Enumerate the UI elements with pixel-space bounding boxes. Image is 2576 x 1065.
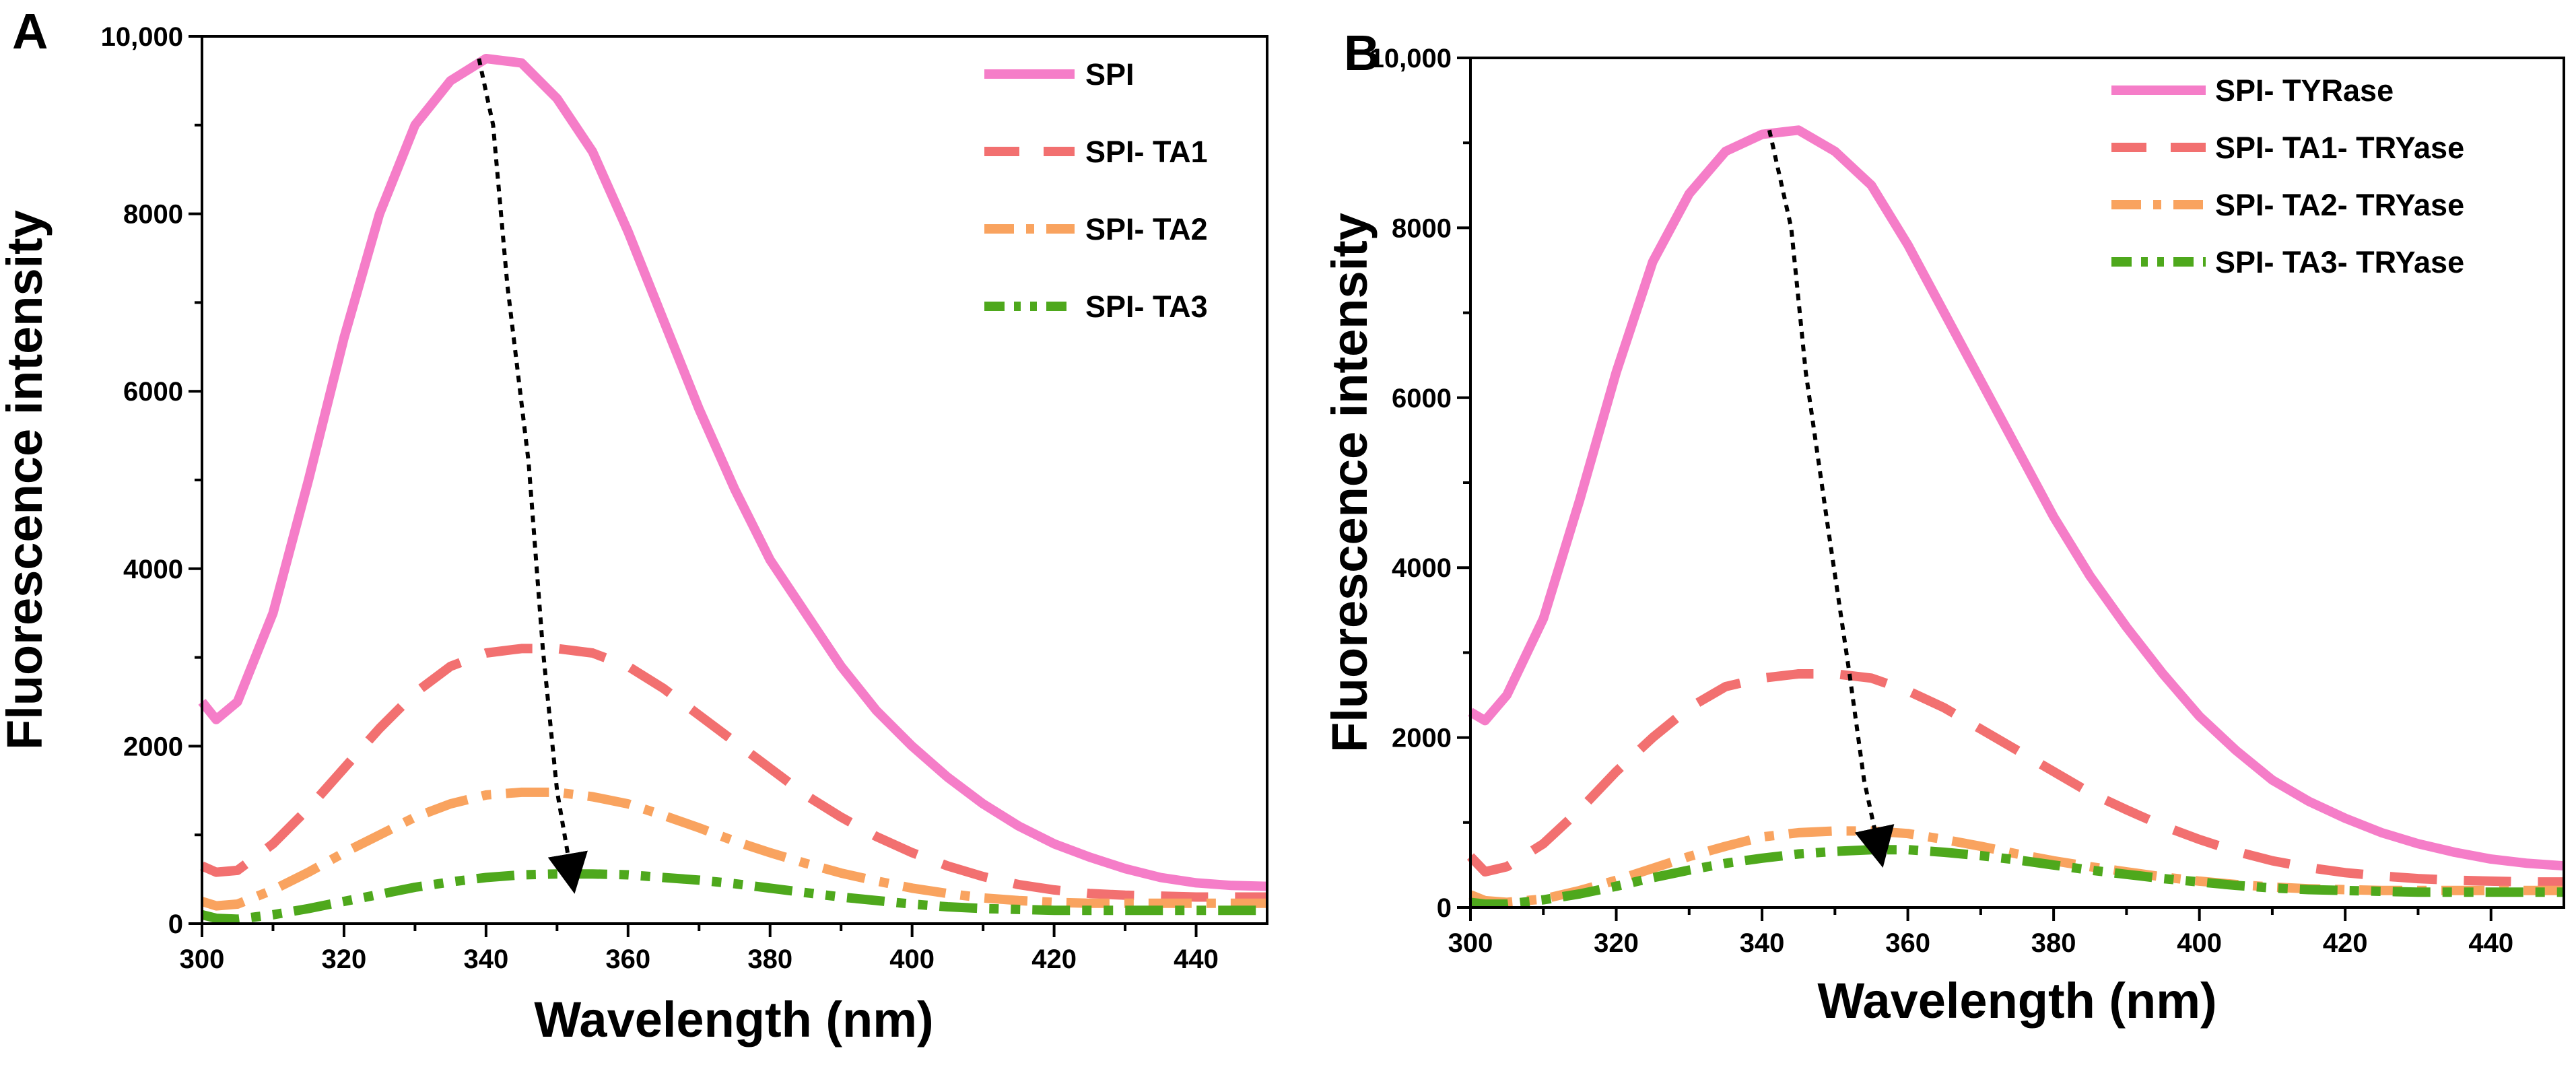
chart-a-y-tick-label: 6000: [123, 377, 183, 407]
chart-b-x-tick-label: 380: [2031, 928, 2076, 958]
chart-a-peak-shift-arrow: [477, 58, 588, 894]
panel-a-letter: A: [12, 3, 48, 59]
chart-a-legend-label-4: SPI- TA3: [1085, 289, 1208, 324]
chart-b-x-tick-label: 320: [1594, 928, 1639, 958]
chart-b-x-axis-label: Wavelength (nm): [1817, 973, 2216, 1029]
chart-a-y-tick-label: 0: [168, 909, 183, 939]
chart-a-series-3-line: [200, 787, 1267, 911]
chart-a-x-tick-label: 400: [889, 944, 935, 974]
chart-b-legend-label-3: SPI- TA2- TRYase: [2215, 188, 2464, 222]
chart-b-x-tick-label: 300: [1448, 928, 1493, 958]
chart-b-y-tick-label: 10,000: [1369, 44, 1452, 73]
chart-b-peak-shift-arrow: [1767, 129, 1895, 868]
chart-a-y-tick-label: 2000: [123, 732, 183, 761]
chart-b-y-tick-label: 2000: [1392, 724, 1452, 753]
chart-a-series-4-line: [201, 869, 1267, 924]
chart-a-series-2-line: [200, 644, 1267, 902]
chart-a-x-tick-label: 440: [1174, 944, 1219, 974]
chart-panel-a: 300 320 340 360 380 400 420 440 0 2000 4000 6000 800…: [0, 22, 1268, 1047]
chart-b-y-tick-label: 6000: [1392, 384, 1452, 413]
chart-a-legend-label-2: SPI- TA1: [1085, 135, 1208, 169]
chart-b-series-1-line: [1468, 125, 2565, 871]
chart-b-plot-frame: [1469, 57, 2565, 909]
chart-b-legend-label-2: SPI- TA1- TRYase: [2215, 131, 2464, 165]
chart-b-legend-label-4: SPI- TA3- TRYase: [2215, 245, 2464, 279]
chart-b-legend-label-1: SPI- TYRase: [2215, 73, 2394, 108]
panel-b-letter: B: [1344, 25, 1380, 81]
chart-b-x-tick-label: 420: [2323, 928, 2368, 958]
chart-b-x-tick-label: 440: [2468, 928, 2513, 958]
chart-a-x-axis-label: Wavelength (nm): [534, 992, 933, 1047]
chart-b-series-4-line: [1470, 845, 2564, 909]
chart-panel-b: 300 320 340 360 380 400 420 440 0 2000 4000 6000 800…: [1322, 44, 2565, 1029]
chart-b-y-tick-label: 8000: [1392, 213, 1452, 243]
chart-a-y-tick-label: 4000: [123, 555, 183, 584]
chart-b-x-tick-label: 360: [1885, 928, 1930, 958]
chart-a-x-tick-label: 420: [1031, 944, 1077, 974]
chart-b-y-axis-label: Fluorescence intensity: [1322, 213, 1378, 753]
chart-a-x-tick-label: 300: [180, 944, 225, 974]
chart-a-x-tick-label: 340: [463, 944, 508, 974]
chart-a-legend-label-1: SPI: [1085, 57, 1134, 92]
chart-b-x-tick-label: 400: [2177, 928, 2222, 958]
chart-b-y-tick-label: 0: [1437, 893, 1452, 923]
chart-a-y-axis-label: Fluorescence intensity: [0, 210, 53, 750]
chart-b-series-2-line: [1466, 669, 2564, 887]
chart-a-x-tick-label: 360: [605, 944, 650, 974]
chart-a-series-1-line: [198, 54, 1268, 891]
chart-a-y-tick-label: 10,000: [101, 22, 183, 52]
chart-b-x-tick-label: 340: [1740, 928, 1785, 958]
chart-a-legend-label-3: SPI- TA2: [1085, 212, 1208, 246]
chart-a-x-tick-label: 320: [322, 944, 367, 974]
chart-b-y-tick-label: 4000: [1392, 553, 1452, 583]
chart-a-x-tick-label: 380: [747, 944, 792, 974]
chart-a-y-tick-label: 8000: [123, 200, 183, 230]
